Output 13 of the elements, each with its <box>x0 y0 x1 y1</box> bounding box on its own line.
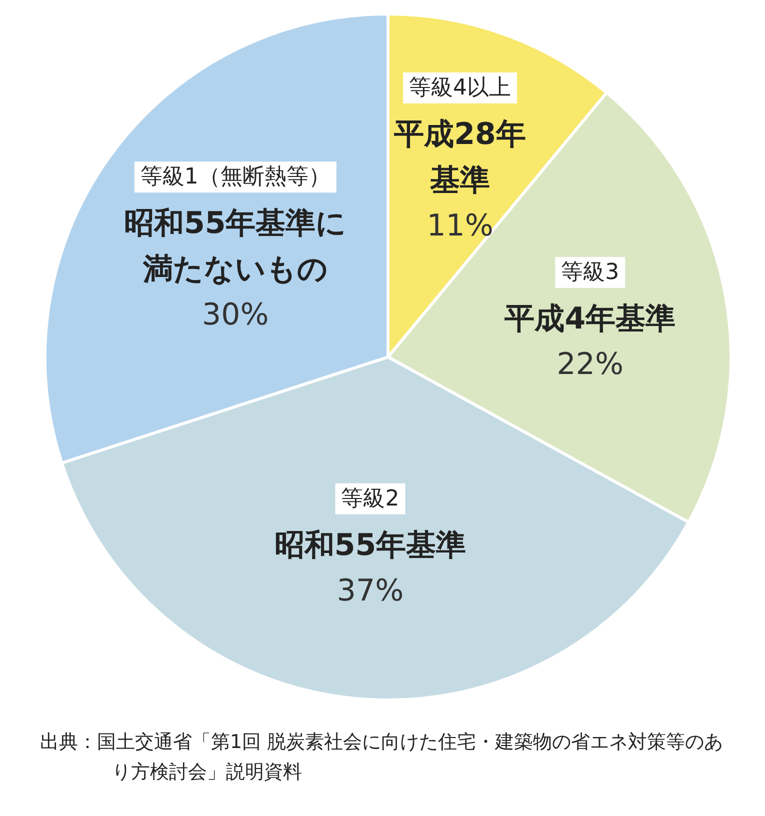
text: 平成28年基準 <box>394 116 526 198</box>
data-label: 22% <box>556 346 624 382</box>
slice-label: 等級3 <box>561 260 620 285</box>
slice-label: 等級2 <box>341 486 400 512</box>
text: 昭和55年基準に満たないもの <box>124 206 347 287</box>
text: 昭和55年基準 <box>274 527 466 562</box>
data-label: 30% <box>202 298 269 333</box>
source-note: 出典：国土交通省「第1回 脱炭素社会に向けた住宅・建築物の省エネ対策等のあり方検討会」説明資料 <box>40 731 724 783</box>
data-label: 11% <box>426 208 494 244</box>
text: 平成4年基準 <box>504 300 676 336</box>
slice-label: 等級1（無断熱等） <box>140 164 330 190</box>
slice-label: 等級4以上 <box>409 75 512 100</box>
data-label: 37% <box>336 573 404 608</box>
